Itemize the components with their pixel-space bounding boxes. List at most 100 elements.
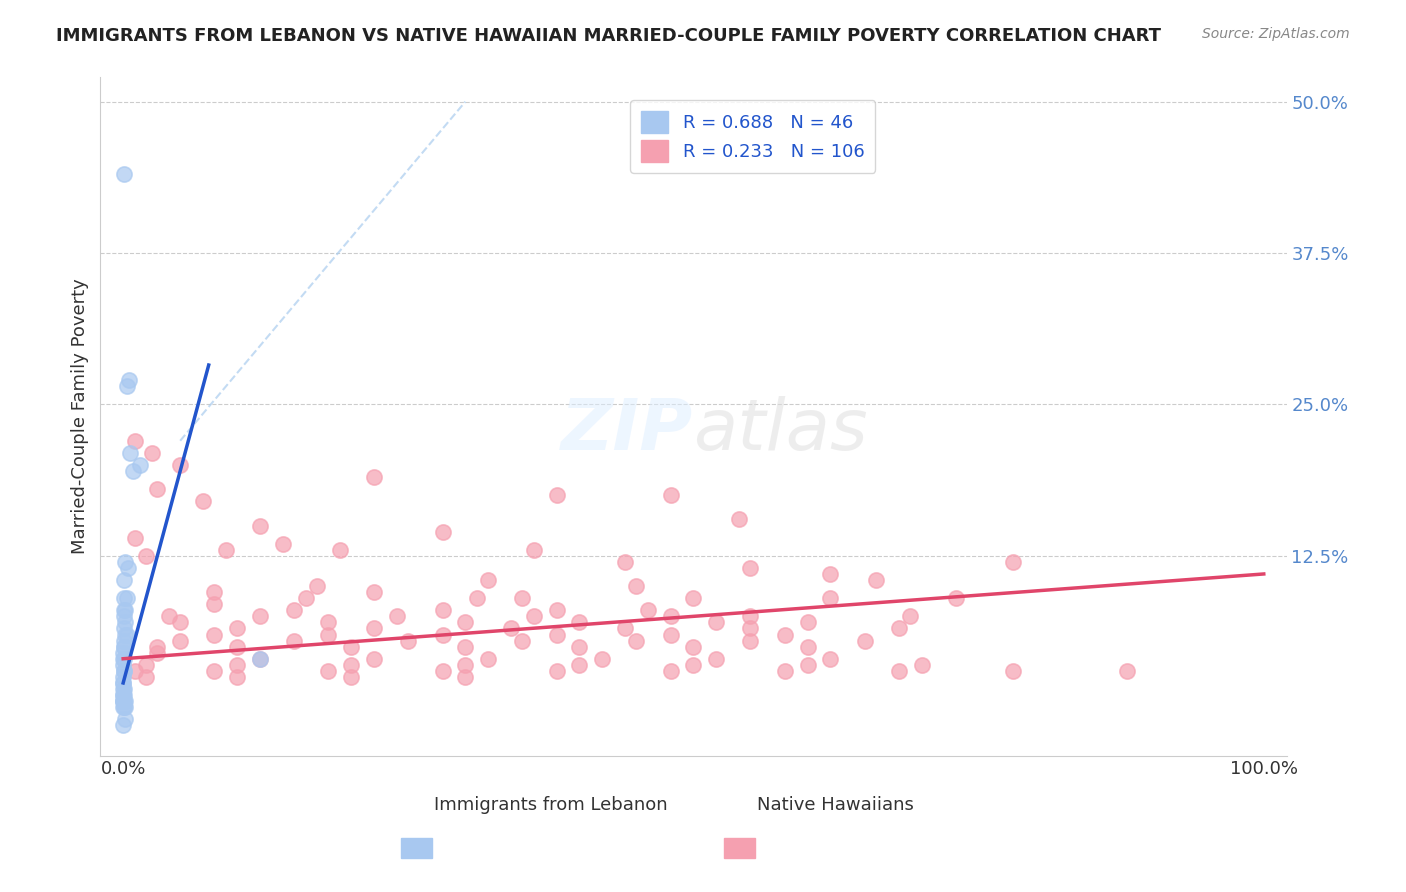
Point — [865, 573, 887, 587]
Point — [1115, 664, 1137, 678]
Point — [283, 603, 305, 617]
Point — [682, 657, 704, 672]
Point — [307, 579, 329, 593]
Point — [659, 488, 682, 502]
Point — [432, 524, 454, 539]
Point — [114, 700, 136, 714]
Y-axis label: Married-Couple Family Poverty: Married-Couple Family Poverty — [72, 278, 89, 555]
Point — [512, 591, 534, 606]
Point — [682, 640, 704, 654]
Point — [626, 633, 648, 648]
Point — [202, 627, 225, 641]
Point — [454, 640, 477, 654]
Point — [614, 622, 637, 636]
Point — [568, 640, 591, 654]
Point — [249, 651, 271, 665]
Point — [112, 573, 135, 587]
Point — [112, 633, 135, 648]
Point — [226, 640, 249, 654]
Point — [112, 646, 135, 660]
Point — [659, 664, 682, 678]
Point — [898, 609, 921, 624]
Point — [477, 573, 499, 587]
Point — [454, 615, 477, 630]
Point — [626, 579, 648, 593]
Point — [704, 615, 727, 630]
Point — [112, 591, 135, 606]
Point — [637, 603, 659, 617]
Point — [1001, 664, 1024, 678]
Point — [591, 651, 613, 665]
Point — [294, 591, 316, 606]
Point — [112, 651, 135, 665]
Point — [117, 561, 139, 575]
Point — [115, 379, 138, 393]
Point — [146, 640, 169, 654]
Point — [728, 512, 751, 526]
Point — [135, 670, 157, 684]
Point — [283, 633, 305, 648]
Point — [454, 670, 477, 684]
Point — [112, 676, 135, 690]
Point — [704, 651, 727, 665]
Point — [499, 622, 522, 636]
Text: ZIP: ZIP — [561, 395, 693, 465]
Point — [432, 603, 454, 617]
Point — [112, 664, 135, 678]
Legend: R = 0.688   N = 46, R = 0.233   N = 106: R = 0.688 N = 46, R = 0.233 N = 106 — [630, 100, 876, 173]
Point — [249, 518, 271, 533]
Point — [112, 688, 135, 702]
Point — [523, 609, 546, 624]
Point — [740, 633, 762, 648]
Point — [146, 482, 169, 496]
Point — [114, 694, 136, 708]
Point — [215, 542, 238, 557]
Point — [112, 694, 135, 708]
Point — [396, 633, 419, 648]
Point — [112, 622, 135, 636]
Point — [796, 657, 818, 672]
Point — [318, 627, 340, 641]
Point — [202, 585, 225, 599]
Point — [112, 640, 135, 654]
Point — [249, 651, 271, 665]
Point — [614, 555, 637, 569]
Point — [910, 657, 932, 672]
Point — [112, 718, 135, 732]
Point — [1001, 555, 1024, 569]
Point — [146, 646, 169, 660]
Point — [887, 664, 910, 678]
Point — [385, 609, 408, 624]
Point — [112, 694, 135, 708]
Text: Native Hawaiians: Native Hawaiians — [758, 796, 914, 814]
Point — [129, 458, 152, 472]
Point — [112, 700, 135, 714]
Point — [135, 549, 157, 563]
Point — [318, 615, 340, 630]
Point — [740, 622, 762, 636]
Point — [112, 694, 135, 708]
Point — [124, 434, 146, 448]
Point — [820, 591, 842, 606]
Point — [887, 622, 910, 636]
Point — [169, 458, 191, 472]
Point — [115, 627, 138, 641]
Point — [773, 664, 796, 678]
Text: IMMIGRANTS FROM LEBANON VS NATIVE HAWAIIAN MARRIED-COUPLE FAMILY POVERTY CORRELA: IMMIGRANTS FROM LEBANON VS NATIVE HAWAII… — [56, 27, 1161, 45]
Point — [112, 640, 135, 654]
Point — [112, 603, 135, 617]
Point — [112, 664, 135, 678]
Point — [659, 609, 682, 624]
Point — [141, 446, 163, 460]
Point — [363, 651, 385, 665]
Point — [114, 555, 136, 569]
Point — [249, 609, 271, 624]
Point — [340, 657, 363, 672]
Point — [114, 627, 136, 641]
Point — [363, 470, 385, 484]
Point — [465, 591, 488, 606]
Point — [118, 373, 141, 387]
Point — [122, 464, 145, 478]
Point — [114, 615, 136, 630]
Point — [112, 688, 135, 702]
